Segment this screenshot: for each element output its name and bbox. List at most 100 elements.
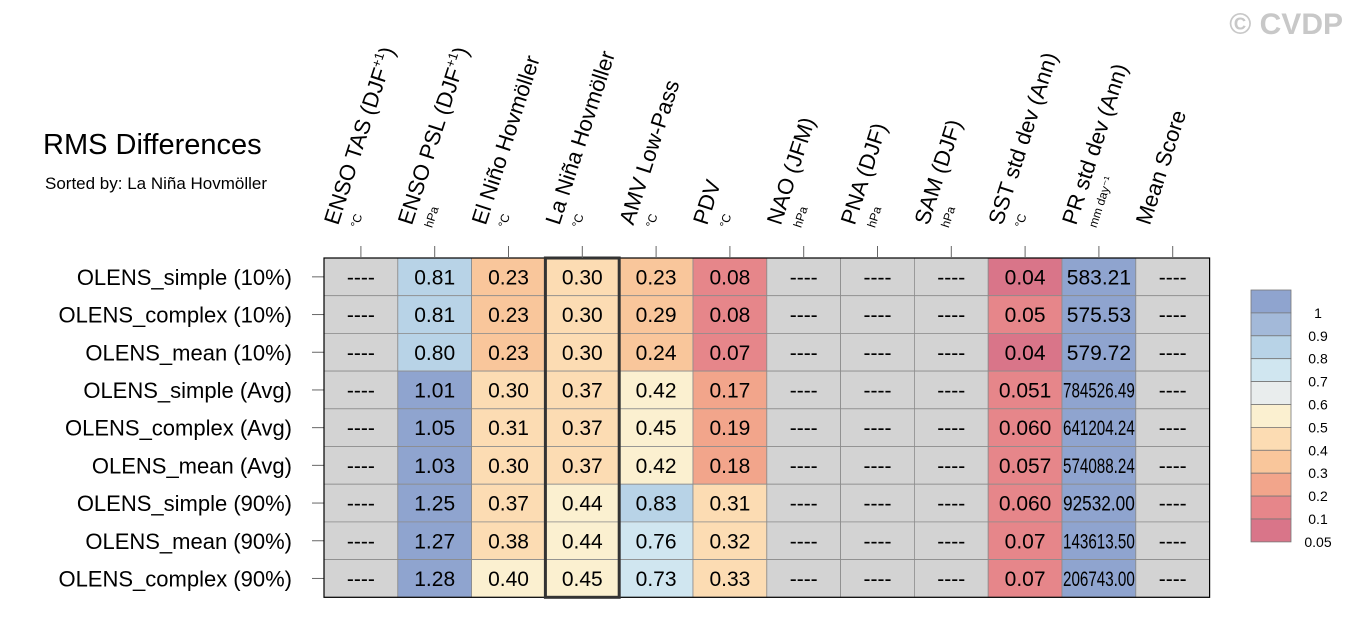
cell-value: 0.08 [709,304,750,327]
copyright-watermark: © CVDP [1229,8,1343,41]
cell-value: 0.08 [709,266,750,289]
svg-text:SAM (DJF): SAM (DJF) [909,116,966,227]
cell-value: ---- [1159,417,1187,440]
heatmap-cell [1061,370,1137,410]
heatmap-cell [840,408,915,447]
heatmap-cell [914,370,989,410]
heatmap-cell [692,521,768,561]
svg-text:NAO (JFM): NAO (JFM) [762,114,820,227]
cell-value: 0.30 [562,342,603,365]
heatmap-cell [618,370,694,410]
heatmap-cell [987,408,1063,447]
cell-value: 574088.24 [1063,455,1135,478]
colorbar-swatch [1250,404,1292,428]
cell-value: ---- [864,493,892,516]
column-header-label: SAM (DJF) [909,116,966,227]
cell-value: ---- [937,417,965,440]
cell-value: ---- [790,530,818,553]
heatmap-cell [987,370,1063,410]
heatmap-cell [323,257,399,297]
cell-value: ---- [937,493,965,516]
colorbar-swatch [1250,472,1292,497]
column-header-label: ENSO PSL (DJF [393,65,467,228]
column-unit: °C [643,212,661,229]
colorbar-label: 0.2 [1308,488,1328,504]
heatmap-cell [545,370,620,410]
cell-value: 579.72 [1067,342,1131,365]
cell-value: ---- [347,379,375,402]
cell-value: ---- [864,568,892,591]
cell-value: ---- [864,417,892,440]
heatmap-cell [692,332,768,372]
column-unit: °C [1012,212,1030,229]
cell-value: ---- [1159,455,1187,478]
svg-text:ENSO PSL (DJF+1): ENSO PSL (DJF+1) [392,43,474,227]
colorbar-swatch [1250,381,1292,405]
heatmap-cell [840,370,915,410]
cell-value: ---- [1159,342,1187,365]
row-label: OLENS_simple (10%) [77,265,292,290]
heatmap-cell [618,483,694,523]
heatmap-cell [1061,257,1137,297]
heatmap-cell [914,257,989,297]
heatmap-cell [397,559,472,598]
cell-value: ---- [937,304,965,327]
cell-value: 0.23 [488,266,529,289]
heatmap-cell [914,332,989,372]
cell-value: 0.30 [488,455,529,478]
cell-value: ---- [864,530,892,553]
cell-value: 0.04 [1005,342,1046,365]
cell-value: 0.30 [562,266,603,289]
cell-value: 0.45 [636,417,677,440]
cell-value: 0.07 [1005,568,1046,591]
colorbar-swatch [1250,495,1292,520]
heatmap-cell [471,408,546,447]
column-unit: °C [348,212,366,229]
heatmap-cell [618,559,694,598]
cell-value: 0.44 [562,530,603,553]
cell-value: ---- [1159,493,1187,516]
row-label: OLENS_simple (Avg) [83,378,292,403]
cell-value: 1.03 [414,455,455,478]
chart-subtitle: Sorted by: La Niña Hovmöller [45,174,268,193]
heatmap-cell [618,257,694,297]
cell-value: ---- [864,379,892,402]
colorbar-label: 0.05 [1304,534,1331,550]
heatmap-cell [692,295,768,334]
heatmap-cell [914,295,989,334]
svg-text:La Niña Hovmöller: La Niña Hovmöller [540,48,620,228]
heatmap-cell [987,295,1063,334]
colorbar-swatch [1250,518,1292,543]
cell-value: 0.81 [414,304,455,327]
cell-value: ---- [790,266,818,289]
cell-value: ---- [790,379,818,402]
heatmap-cell [323,483,399,523]
heatmap-cell [1135,446,1211,485]
row-label: OLENS_mean (Avg) [92,453,292,478]
heatmap-cell [323,332,399,372]
cell-value: 0.38 [488,530,529,553]
cell-value: ---- [1159,568,1187,591]
heatmap-cell [1135,257,1211,297]
heatmap-cell [914,483,989,523]
heatmap-cell [545,559,620,598]
column-header-label: La Niña Hovmöller [540,48,620,228]
heatmap-cell [323,295,399,334]
cell-value: 0.45 [562,568,603,591]
colorbar-label: 1 [1314,305,1322,321]
cell-value: ---- [790,417,818,440]
cell-value: 0.04 [1005,266,1046,289]
column-unit: hPa [938,204,958,229]
svg-text:Mean Score: Mean Score [1131,107,1191,228]
cell-value: 0.29 [636,304,677,327]
cell-value: ---- [790,493,818,516]
cell-value: 92532.00 [1063,493,1135,516]
cell-value: ---- [937,342,965,365]
heatmap-cell [471,446,546,485]
column-unit: °C [569,212,587,229]
colorbar-swatch [1250,335,1292,360]
colorbar: 1 0.9 0.8 0.7 0.6 0.5 0.4 0.3 0.2 0.1 0.05 [1250,289,1332,550]
heatmap-cell [1061,521,1137,561]
heatmap-cell [987,257,1063,297]
svg-text:SST std dev (Ann): SST std dev (Ann) [983,49,1062,227]
